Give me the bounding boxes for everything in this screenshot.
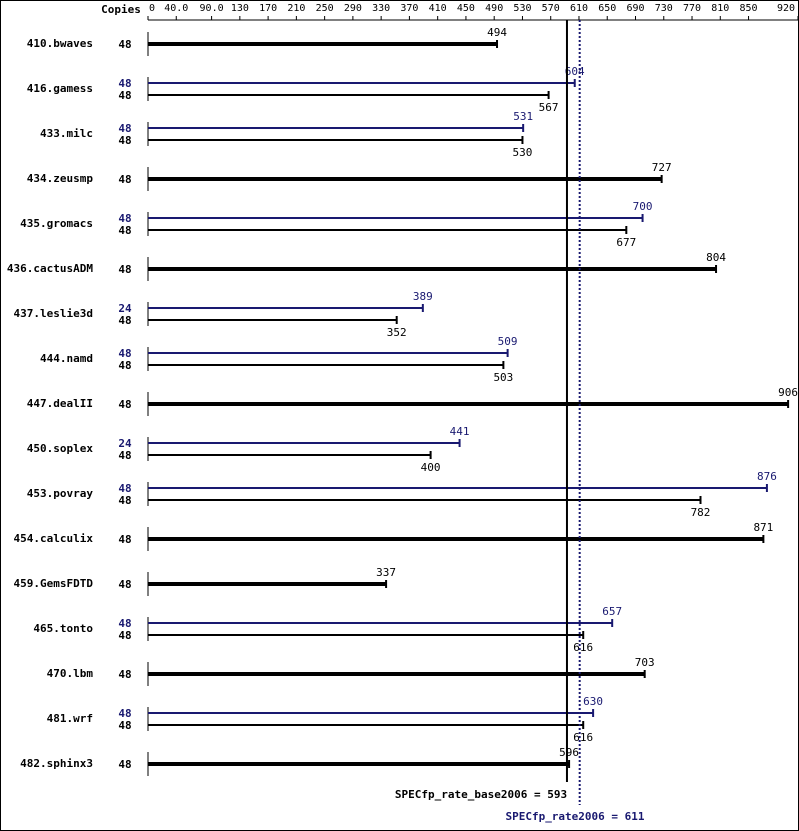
x-tick-label: 90.0 [200, 3, 224, 14]
benchmark-name: 410.bwaves [27, 37, 93, 50]
benchmark-name: 481.wrf [47, 712, 93, 725]
x-tick-label: 920 [777, 3, 795, 14]
value-label: 352 [387, 326, 407, 339]
copies-label: 48 [118, 578, 131, 591]
benchmark-name: 459.GemsFDTD [14, 577, 94, 590]
copies-label: 24 [118, 437, 132, 450]
copies-label: 48 [118, 398, 131, 411]
x-tick-label: 450 [457, 3, 475, 14]
copies-label: 48 [118, 89, 131, 102]
value-label: 630 [583, 695, 603, 708]
benchmark-name: 447.dealII [27, 397, 93, 410]
benchmark-name: 444.namd [40, 352, 93, 365]
copies-label: 48 [118, 719, 131, 732]
value-label: 700 [633, 200, 653, 213]
x-tick-label: 690 [626, 3, 644, 14]
benchmark-name: 454.calculix [14, 532, 94, 545]
value-label: 400 [421, 461, 441, 474]
x-tick-label: 570 [542, 3, 560, 14]
x-tick-label: 170 [259, 3, 277, 14]
x-tick-label: 250 [316, 3, 334, 14]
value-label: 876 [757, 470, 777, 483]
copies-label: 48 [118, 38, 131, 51]
benchmark-name: 465.tonto [33, 622, 93, 635]
benchmark-name: 436.cactusADM [7, 262, 93, 275]
value-label: 616 [573, 641, 593, 654]
copies-label: 48 [118, 707, 131, 720]
value-label: 530 [513, 146, 533, 159]
copies-label: 48 [118, 758, 131, 771]
value-label: 616 [573, 731, 593, 744]
value-label: 906 [778, 386, 798, 399]
copies-label: 48 [118, 347, 131, 360]
copies-label: 48 [118, 263, 131, 276]
copies-label: 48 [118, 668, 131, 681]
base-metric-label: SPECfp_rate_base2006 = 593 [395, 788, 567, 801]
value-label: 531 [513, 110, 533, 123]
benchmark-name: 482.sphinx3 [20, 757, 93, 770]
value-label: 657 [602, 605, 622, 618]
copies-label: 48 [118, 77, 131, 90]
copies-label: 48 [118, 629, 131, 642]
copies-label: 48 [118, 224, 131, 237]
value-label: 337 [376, 566, 396, 579]
value-label: 703 [635, 656, 655, 669]
peak-metric-label: SPECfp_rate2006 = 611 [505, 810, 644, 823]
benchmark-name: 434.zeusmp [27, 172, 94, 185]
benchmark-name: 437.leslie3d [14, 307, 93, 320]
value-label: 389 [413, 290, 433, 303]
value-label: 727 [652, 161, 672, 174]
x-tick-label: 530 [513, 3, 531, 14]
x-tick-label: 40.0 [164, 3, 188, 14]
copies-label: 48 [118, 134, 131, 147]
value-label: 509 [498, 335, 518, 348]
copies-label: 48 [118, 359, 131, 372]
x-tick-label: 490 [485, 3, 503, 14]
x-tick-label: 210 [287, 3, 305, 14]
copies-label: 48 [118, 314, 131, 327]
x-tick-label: 610 [570, 3, 588, 14]
copies-header: Copies [101, 3, 141, 16]
copies-label: 48 [118, 482, 131, 495]
x-tick-label: 850 [740, 3, 758, 14]
x-tick-label: 370 [400, 3, 418, 14]
x-tick-label: 730 [655, 3, 673, 14]
x-tick-label: 650 [598, 3, 616, 14]
value-label: 503 [493, 371, 513, 384]
benchmark-name: 433.milc [40, 127, 93, 140]
benchmark-name: 435.gromacs [20, 217, 93, 230]
copies-label: 48 [118, 494, 131, 507]
x-tick-label: 290 [344, 3, 362, 14]
copies-label: 48 [118, 449, 131, 462]
x-tick-label: 130 [231, 3, 249, 14]
copies-label: 48 [118, 173, 131, 186]
copies-label: 24 [118, 302, 132, 315]
value-label: 804 [706, 251, 726, 264]
x-tick-label: 410 [429, 3, 447, 14]
x-tick-label: 810 [711, 3, 729, 14]
value-label: 782 [691, 506, 711, 519]
copies-label: 48 [118, 617, 131, 630]
x-tick-label: 330 [372, 3, 390, 14]
benchmark-name: 470.lbm [47, 667, 94, 680]
value-label: 871 [753, 521, 773, 534]
value-label: 441 [450, 425, 470, 438]
copies-label: 48 [118, 212, 131, 225]
copies-label: 48 [118, 533, 131, 546]
value-label: 596 [559, 746, 579, 759]
benchmark-name: 450.soplex [27, 442, 94, 455]
value-label: 494 [487, 26, 507, 39]
benchmark-name: 453.povray [27, 487, 94, 500]
value-label: 677 [616, 236, 636, 249]
benchmark-name: 416.gamess [27, 82, 93, 95]
copies-label: 48 [118, 122, 131, 135]
value-label: 567 [539, 101, 559, 114]
x-tick-label: 0 [149, 3, 155, 14]
x-tick-label: 770 [683, 3, 701, 14]
